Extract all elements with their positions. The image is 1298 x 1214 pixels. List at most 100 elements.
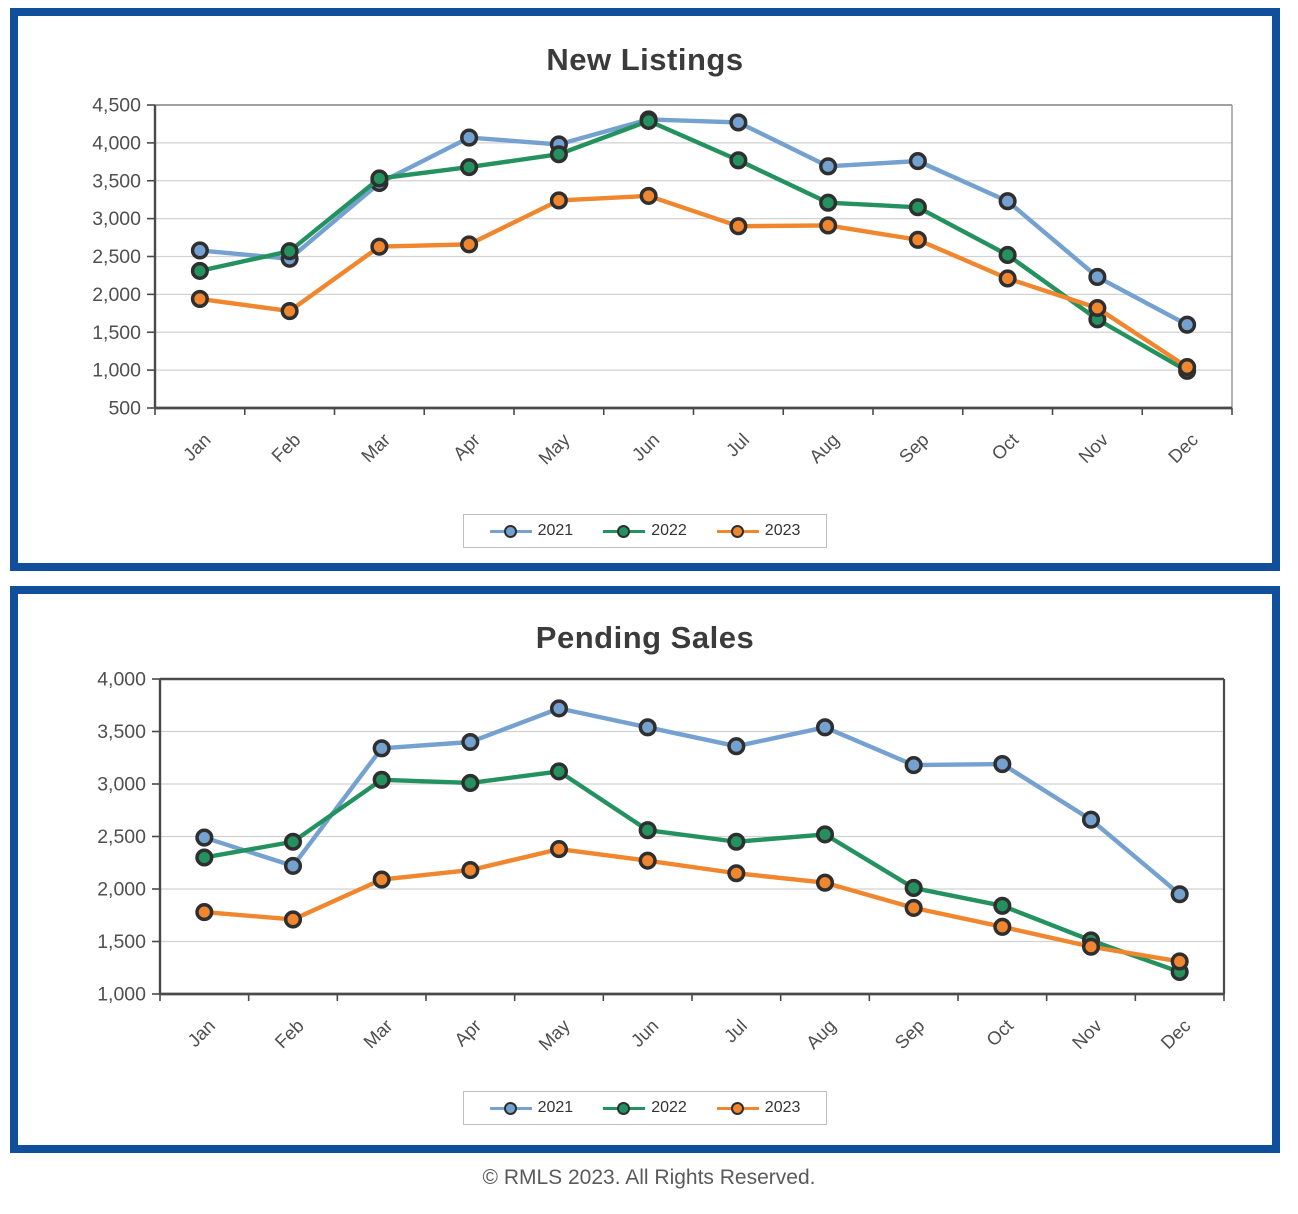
y-tick-label: 3,000 — [92, 208, 141, 230]
x-category-label: May — [534, 1014, 574, 1054]
data-point-2023-Mar — [370, 237, 389, 256]
data-point-2022-Apr — [460, 158, 479, 177]
data-point-2021-Aug — [819, 157, 838, 176]
data-point-2022-Feb — [283, 832, 303, 851]
series-line-2023 — [202, 846, 1182, 964]
data-point-2021-Aug — [815, 718, 835, 737]
data-point-2023-Sep — [908, 230, 927, 249]
y-tick-label: 3,500 — [92, 170, 141, 192]
data-point-2023-Aug — [815, 873, 835, 892]
data-point-2021-Jul — [727, 737, 746, 756]
y-tick-label: 1,500 — [97, 931, 146, 953]
series-line-2021 — [202, 706, 1182, 897]
x-category-label: Nov — [1068, 1014, 1107, 1053]
x-category-label: Apr — [450, 1015, 485, 1050]
data-point-2021-Mar — [372, 739, 391, 758]
data-point-2022-Aug — [819, 193, 838, 212]
x-category-label: Feb — [267, 429, 304, 466]
data-point-2022-Jan — [190, 261, 209, 280]
data-point-2023-Dec — [1178, 358, 1197, 377]
data-point-2023-Jun — [638, 851, 657, 870]
data-point-2021-Jan — [195, 828, 214, 847]
x-category-label: Mar — [357, 429, 394, 466]
chart-title-new-listings: New Listings — [546, 42, 744, 77]
y-tick-label: 2,500 — [97, 826, 146, 848]
data-point-2021-Feb — [283, 856, 303, 875]
new-listings-legend: 2021 2022 2023 — [462, 514, 828, 548]
data-point-2021-Dec — [1170, 885, 1189, 904]
y-tick-label: 4,000 — [92, 132, 141, 154]
data-point-2022-Aug — [815, 825, 835, 844]
data-point-2021-Jul — [729, 113, 748, 132]
data-point-2023-Mar — [372, 870, 391, 889]
x-category-label: Aug — [802, 1015, 840, 1053]
series-line-2023 — [197, 193, 1190, 370]
data-point-2023-Apr — [460, 235, 479, 254]
data-point-2023-Jun — [639, 186, 658, 205]
y-tick-label: 500 — [108, 398, 141, 420]
legend-line-marker-icon — [716, 1101, 759, 1116]
x-category-label: Feb — [270, 1015, 307, 1052]
y-tick-label: 2,000 — [97, 879, 146, 901]
legend-item-2023: 2023 — [716, 522, 801, 540]
x-category-label: Jul — [722, 429, 754, 461]
data-point-2023-Apr — [461, 861, 480, 880]
data-point-2023-Aug — [819, 216, 838, 235]
x-category-label: Jul — [720, 1015, 752, 1047]
data-point-2021-Apr — [461, 732, 480, 752]
new-listings-plot-area: 500 1,000 1,500 2,000 2,500 3,000 3,500 4,000 4,… — [18, 91, 1272, 471]
y-tick-label: 2,500 — [92, 246, 141, 268]
x-category-label: Oct — [982, 1015, 1017, 1050]
data-point-2023-Sep — [904, 898, 923, 917]
y-tick-label: 1,000 — [92, 360, 141, 382]
x-category-label: Mar — [359, 1015, 396, 1052]
data-point-2022-Apr — [461, 773, 480, 792]
series-line-2021 — [197, 117, 1190, 327]
x-category-label: Aug — [805, 429, 843, 467]
data-point-2022-Jul — [729, 151, 748, 170]
y-tick-label: 1,500 — [92, 322, 141, 344]
data-point-2023-Jul — [729, 217, 748, 236]
data-point-2023-Jan — [195, 903, 214, 922]
series-line-2022 — [202, 769, 1182, 975]
data-point-2022-Oct — [993, 896, 1012, 915]
data-point-2023-Feb — [280, 301, 299, 321]
x-category-label: Dec — [1164, 429, 1202, 467]
data-point-2021-Sep — [904, 756, 923, 775]
legend-item-2023: 2023 — [716, 1099, 801, 1117]
x-category-label: Apr — [449, 429, 484, 464]
data-point-2022-Jan — [195, 848, 214, 867]
data-point-2021-May — [549, 699, 569, 718]
legend-label: 2023 — [764, 1099, 801, 1116]
data-point-2022-Jun — [638, 821, 657, 840]
legend-label: 2022 — [651, 1099, 687, 1116]
legend-label: 2023 — [764, 522, 801, 539]
legend-label: 2022 — [651, 522, 687, 539]
x-category-label: Nov — [1074, 428, 1113, 467]
data-point-2022-Mar — [370, 169, 389, 188]
legend-line-marker-icon — [489, 524, 532, 539]
legend-label: 2021 — [537, 522, 574, 539]
legend-label: 2021 — [537, 1099, 574, 1116]
data-point-2021-Nov — [1081, 810, 1101, 829]
y-tick-label: 4,000 — [97, 669, 146, 691]
x-category-label: Jun — [628, 429, 664, 465]
y-tick-label: 1,000 — [97, 984, 146, 1006]
x-category-label: Oct — [987, 429, 1022, 464]
legend-item-2022: 2022 — [603, 522, 687, 540]
x-category-label: Sep — [890, 1015, 928, 1053]
data-point-2023-Oct — [993, 917, 1012, 936]
data-point-2023-Dec — [1170, 952, 1189, 971]
data-point-2023-Feb — [283, 910, 303, 929]
data-point-2023-May — [549, 840, 569, 859]
data-point-2021-Sep — [908, 152, 927, 171]
pending-sales-plot-area: 1,000 1,500 2,000 2,500 3,000 3,500 4,000 Jan Fe… — [18, 667, 1272, 1067]
data-point-2022-May — [549, 762, 569, 781]
data-point-2021-Jan — [190, 241, 209, 260]
new-listings-chart-panel: New Listings 500 1,000 1,500 2,000 2,500 3,00… — [10, 8, 1280, 571]
x-category-label: Jun — [627, 1015, 663, 1051]
legend-line-marker-icon — [603, 1101, 646, 1116]
x-category-label: Dec — [1156, 1015, 1194, 1053]
legend-item-2022: 2022 — [603, 1099, 687, 1117]
data-point-2023-Nov — [1088, 298, 1107, 318]
